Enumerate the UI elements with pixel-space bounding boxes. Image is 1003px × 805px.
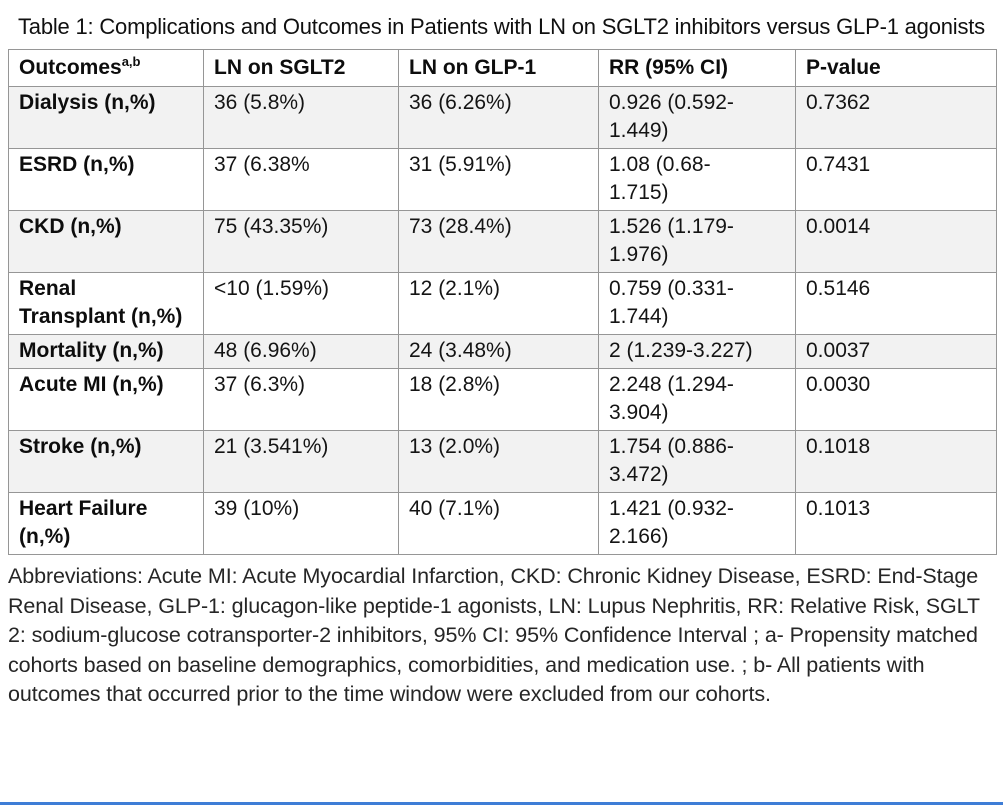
pvalue-cell: 0.1013 bbox=[795, 492, 997, 555]
glp1-value-cell: 73 (28.4%) bbox=[398, 210, 599, 273]
outcome-cell: ESRD (n,%) bbox=[8, 148, 204, 211]
glp1-value-cell: 31 (5.91%) bbox=[398, 148, 599, 211]
sglt2-value-cell: 75 (43.35%) bbox=[203, 210, 399, 273]
table-row: Mortality (n,%) 48 (6.96%) 24 (3.48%) 2 (1.… bbox=[8, 334, 997, 369]
header-row: Outcomesa,b LN on SGLT2 LN on GLP-1 RR (… bbox=[8, 49, 997, 87]
outcome-cell: Acute MI (n,%) bbox=[8, 368, 204, 431]
glp1-value-cell: 18 (2.8%) bbox=[398, 368, 599, 431]
pvalue-cell: 0.7431 bbox=[795, 148, 997, 211]
pvalue-cell: 0.0014 bbox=[795, 210, 997, 273]
pvalue-cell: 0.7362 bbox=[795, 86, 997, 149]
rr-ci-cell: 1.754 (0.886-3.472) bbox=[598, 430, 796, 493]
rr-ci-cell: 2 (1.239-3.227) bbox=[598, 334, 796, 369]
table-row: Heart Failure (n,%) 39 (10%) 40 (7.1%) 1.42… bbox=[8, 492, 997, 555]
col-header-outcomes-label: Outcomes bbox=[19, 56, 122, 79]
glp1-value-cell: 40 (7.1%) bbox=[398, 492, 599, 555]
col-header-rr-ci: RR (95% CI) bbox=[598, 49, 796, 87]
sglt2-value-cell: <10 (1.59%) bbox=[203, 272, 399, 335]
sglt2-value-cell: 37 (6.38% bbox=[203, 148, 399, 211]
table-body: Dialysis (n,%) 36 (5.8%) 36 (6.26%) 0.926 (… bbox=[8, 86, 997, 555]
sglt2-value-cell: 37 (6.3%) bbox=[203, 368, 399, 431]
glp1-value-cell: 36 (6.26%) bbox=[398, 86, 599, 149]
pvalue-cell: 0.0037 bbox=[795, 334, 997, 369]
rr-ci-cell: 1.08 (0.68-1.715) bbox=[598, 148, 796, 211]
glp1-value-cell: 24 (3.48%) bbox=[398, 334, 599, 369]
rr-ci-cell: 0.926 (0.592-1.449) bbox=[598, 86, 796, 149]
outcome-cell: CKD (n,%) bbox=[8, 210, 204, 273]
pvalue-cell: 0.1018 bbox=[795, 430, 997, 493]
outcome-cell: Renal Transplant (n,%) bbox=[8, 272, 204, 335]
rr-ci-cell: 0.759 (0.331-1.744) bbox=[598, 272, 796, 335]
pvalue-cell: 0.0030 bbox=[795, 368, 997, 431]
glp1-value-cell: 12 (2.1%) bbox=[398, 272, 599, 335]
outcome-cell: Mortality (n,%) bbox=[8, 334, 204, 369]
header-superscript: a,b bbox=[121, 54, 141, 69]
table-row: CKD (n,%) 75 (43.35%) 73 (28.4%) 1.526 (1.1… bbox=[8, 210, 997, 273]
table-footnote: Abbreviations: Acute MI: Acute Myocardia… bbox=[8, 564, 980, 706]
sglt2-value-cell: 48 (6.96%) bbox=[203, 334, 399, 369]
table-row: ESRD (n,%) 37 (6.38% 31 (5.91%) 1.08 (0.68-… bbox=[8, 148, 997, 211]
rr-ci-cell: 1.421 (0.932-2.166) bbox=[598, 492, 796, 555]
table-title: Table 1: Complications and Outcomes in P… bbox=[17, 14, 985, 39]
col-header-pvalue: P-value bbox=[795, 49, 997, 87]
glp1-value-cell: 13 (2.0%) bbox=[398, 430, 599, 493]
table-row: Renal Transplant (n,%) <10 (1.59%) 12 (2.1… bbox=[8, 272, 997, 335]
bottom-divider bbox=[0, 802, 1003, 805]
sglt2-value-cell: 39 (10%) bbox=[203, 492, 399, 555]
outcome-cell: Stroke (n,%) bbox=[8, 430, 204, 493]
outcome-cell: Heart Failure (n,%) bbox=[8, 492, 204, 555]
rr-ci-cell: 2.248 (1.294-3.904) bbox=[598, 368, 796, 431]
col-header-sglt2: LN on SGLT2 bbox=[203, 49, 399, 87]
col-header-outcomes: Outcomesa,b bbox=[8, 49, 204, 87]
outcome-cell: Dialysis (n,%) bbox=[8, 86, 204, 149]
sglt2-value-cell: 21 (3.541%) bbox=[203, 430, 399, 493]
rr-ci-cell: 1.526 (1.179-1.976) bbox=[598, 210, 796, 273]
table-row: Dialysis (n,%) 36 (5.8%) 36 (6.26%) 0.926 (… bbox=[8, 86, 997, 149]
outcomes-table: Outcomesa,b LN on SGLT2 LN on GLP-1 RR (… bbox=[8, 49, 997, 555]
col-header-glp1: LN on GLP-1 bbox=[398, 49, 599, 87]
table-row: Acute MI (n,%) 37 (6.3%) 18 (2.8%) 2.248 (1… bbox=[8, 368, 997, 431]
sglt2-value-cell: 36 (5.8%) bbox=[203, 86, 399, 149]
pvalue-cell: 0.5146 bbox=[795, 272, 997, 335]
table-row: Stroke (n,%) 21 (3.541%) 13 (2.0%) 1.754 (0… bbox=[8, 430, 997, 493]
